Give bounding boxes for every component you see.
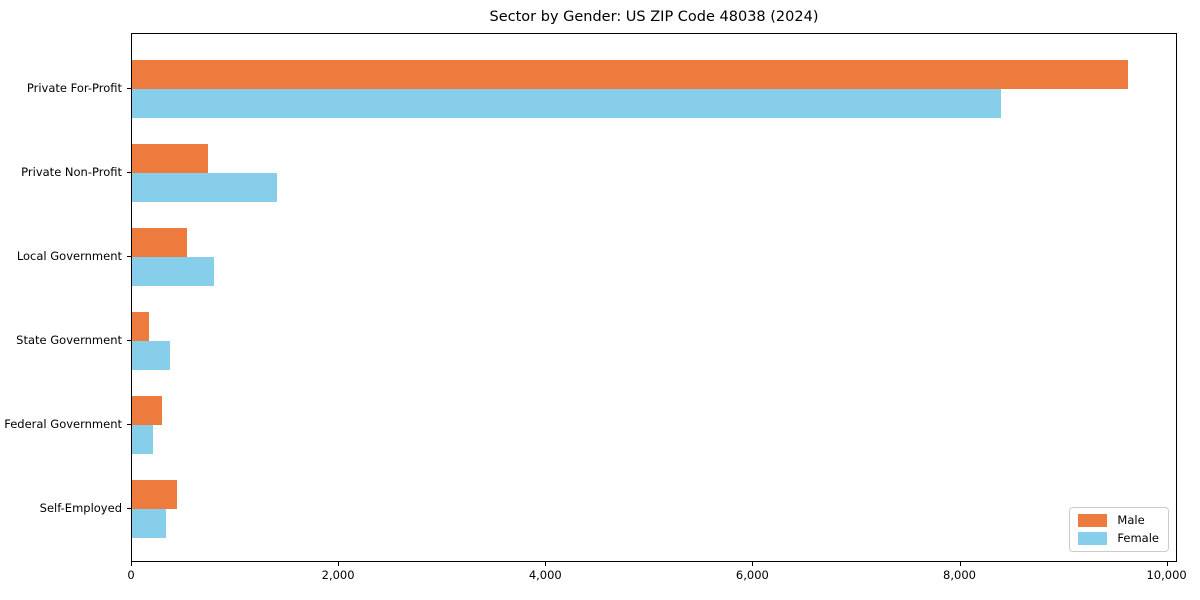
ytick-label-private-for-profit: Private For-Profit (26, 81, 122, 96)
bar-male-local-government (132, 228, 187, 258)
ytick-label-federal-government: Federal Government (4, 417, 122, 432)
xtick-label-0: 0 (127, 568, 135, 582)
legend-label-male: Male (1117, 513, 1145, 527)
xtick-label-2-000: 2,000 (321, 568, 355, 582)
xtick-2-000 (338, 562, 340, 566)
ytick-label-self-employed: Self-Employed (39, 501, 122, 516)
xtick-8-000 (959, 562, 961, 566)
bar-female-private-for-profit (132, 89, 1001, 119)
xtick-10-000 (1166, 562, 1168, 566)
bar-female-federal-government (132, 425, 153, 455)
legend-item-female: Female (1078, 532, 1159, 545)
xtick-0 (131, 562, 132, 566)
xtick-6-000 (752, 562, 754, 566)
ytick-private-for-profit (127, 88, 131, 90)
xtick-label-8-000: 8,000 (943, 568, 976, 582)
bar-male-self-employed (132, 480, 178, 510)
chart-title: Sector by Gender: US ZIP Code 48038 (202… (489, 9, 819, 25)
bar-male-private-non-profit (132, 144, 208, 174)
bar-female-self-employed (132, 509, 166, 539)
ytick-local-government (127, 256, 131, 258)
legend-swatch-male (1078, 514, 1108, 527)
legend-label-female: Female (1117, 531, 1159, 545)
bar-male-federal-government (132, 396, 162, 426)
bar-female-state-government (132, 341, 171, 371)
ytick-state-government (127, 340, 131, 342)
xtick-label-10-000: 10,000 (1146, 568, 1187, 582)
legend: Male Female (1069, 507, 1169, 552)
bar-female-local-government (132, 257, 214, 287)
xtick-4-000 (545, 562, 547, 566)
ytick-label-state-government: State Government (16, 333, 122, 348)
xtick-label-4-000: 4,000 (528, 568, 562, 582)
legend-swatch-female (1078, 532, 1108, 545)
ytick-federal-government (127, 424, 131, 426)
xtick-label-6-000: 6,000 (735, 568, 769, 582)
bar-male-private-for-profit (132, 60, 1129, 90)
plot-area: Male Female (131, 33, 1177, 562)
ytick-label-local-government: Local Government (16, 249, 122, 264)
ytick-self-employed (127, 508, 131, 510)
bar-male-state-government (132, 312, 149, 342)
legend-item-male: Male (1078, 514, 1159, 527)
ytick-label-private-non-profit: Private Non-Profit (21, 165, 122, 180)
bar-female-private-non-profit (132, 173, 277, 203)
ytick-private-non-profit (127, 172, 131, 174)
